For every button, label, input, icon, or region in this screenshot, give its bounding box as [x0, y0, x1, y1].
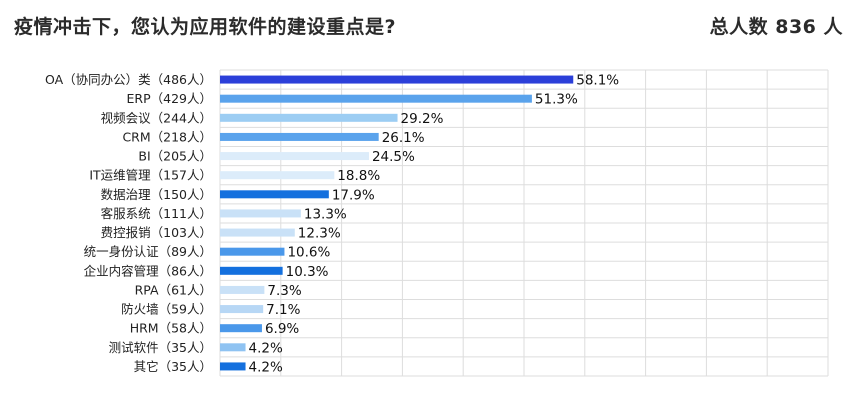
category-label: 客服系统（111人）	[101, 206, 212, 221]
value-label: 26.1%	[382, 130, 425, 146]
bar	[220, 305, 264, 314]
category-label: ERP（429人）	[127, 91, 212, 106]
bar	[220, 113, 398, 122]
bar	[220, 362, 246, 371]
value-label: 10.6%	[287, 245, 330, 261]
bar	[220, 152, 369, 161]
category-label: 视频会议（244人）	[101, 110, 212, 125]
value-label: 29.2%	[401, 111, 444, 127]
bar	[220, 343, 246, 352]
category-label: IT运维管理（157人）	[89, 168, 212, 183]
category-label: 统一身份认证（89人）	[84, 244, 212, 259]
value-label: 4.2%	[249, 359, 283, 375]
category-label: BI（205人）	[138, 149, 212, 164]
chart-header: 疫情冲击下，您认为应用软件的建设重点是? 总人数 836 人	[14, 10, 843, 40]
value-label: 17.9%	[332, 187, 375, 203]
bar	[220, 75, 574, 84]
category-label: OA（协同办公）类（486人）	[45, 72, 212, 87]
total-respondents: 总人数 836 人	[709, 15, 843, 38]
category-label: 数据治理（150人）	[101, 187, 212, 202]
bar	[220, 190, 329, 199]
value-label: 7.3%	[267, 283, 301, 299]
bar	[220, 266, 283, 275]
category-label: HRM（58人）	[130, 321, 212, 336]
bar	[220, 132, 379, 141]
value-label: 24.5%	[372, 149, 415, 165]
value-label: 58.1%	[576, 73, 619, 89]
value-label: 51.3%	[535, 92, 578, 108]
category-label: 企业内容管理（86人）	[84, 263, 212, 278]
category-label: CRM（218人）	[122, 129, 212, 144]
bar	[220, 247, 285, 256]
bar	[220, 171, 335, 180]
category-label: RPA（61人）	[135, 282, 212, 297]
bar	[220, 209, 301, 218]
category-label: 其它（35人）	[134, 359, 212, 374]
value-label: 13.3%	[304, 206, 347, 222]
bar	[220, 285, 265, 294]
value-label: 10.3%	[286, 264, 329, 280]
bar	[220, 228, 295, 237]
bar	[220, 324, 262, 333]
value-label: 12.3%	[298, 226, 341, 242]
value-label: 4.2%	[249, 340, 283, 356]
value-label: 18.8%	[337, 168, 380, 184]
bar	[220, 94, 532, 103]
category-label: 防火墙（59人）	[121, 302, 212, 317]
value-label: 7.1%	[266, 302, 300, 318]
value-label: 6.9%	[265, 321, 299, 337]
category-label: 费控报销（103人）	[101, 225, 212, 240]
chart-title: 疫情冲击下，您认为应用软件的建设重点是?	[14, 15, 397, 38]
category-label: 测试软件（35人）	[109, 340, 212, 355]
